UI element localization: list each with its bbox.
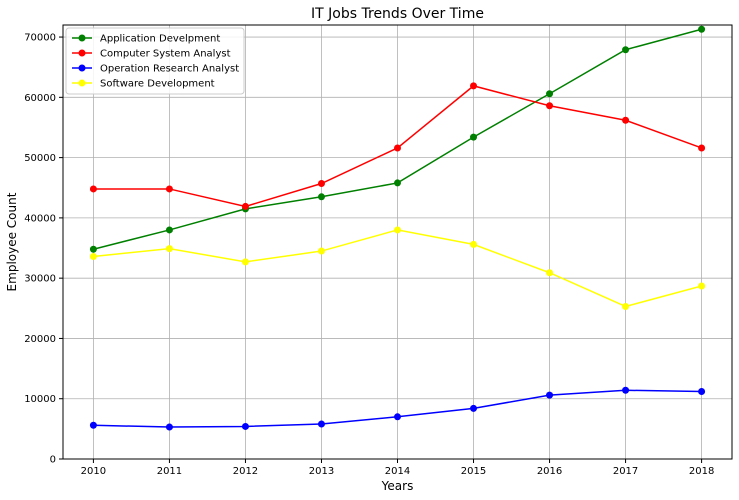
series-lines xyxy=(89,25,706,431)
data-point xyxy=(698,144,706,152)
series-1 xyxy=(89,82,706,210)
data-point xyxy=(470,82,478,90)
legend-swatch-marker xyxy=(78,64,86,72)
x-tick-label: 2013 xyxy=(309,466,334,477)
series-3 xyxy=(89,226,706,310)
y-tick-label: 10000 xyxy=(24,394,56,405)
data-point xyxy=(317,247,325,255)
legend-item: Operation Research Analyst xyxy=(72,64,239,75)
data-point xyxy=(89,252,97,260)
data-point xyxy=(165,423,173,431)
data-point xyxy=(698,387,706,395)
data-point xyxy=(165,226,173,234)
x-tick-label: 2012 xyxy=(233,466,258,477)
data-point xyxy=(317,180,325,188)
y-tick-label: 30000 xyxy=(24,274,56,285)
data-point xyxy=(546,269,554,277)
x-tick-label: 2015 xyxy=(461,466,486,477)
legend-swatch-marker xyxy=(78,34,86,42)
y-tick-label: 40000 xyxy=(24,213,56,224)
x-tick-label: 2018 xyxy=(689,466,714,477)
legend-label: Computer System Analyst xyxy=(100,49,231,60)
data-point xyxy=(89,185,97,193)
data-point xyxy=(89,245,97,253)
legend-box xyxy=(65,27,245,95)
y-tick-label: 60000 xyxy=(24,93,56,104)
legend-label: Application Develpment xyxy=(100,34,220,45)
data-point xyxy=(394,226,401,234)
x-tick-label: 2017 xyxy=(613,466,638,477)
x-tick-label: 2010 xyxy=(81,466,106,477)
data-point xyxy=(470,404,478,412)
legend-item: Application Develpment xyxy=(72,34,220,45)
data-point xyxy=(698,282,706,290)
data-point xyxy=(241,202,249,210)
legend-item: Software Development xyxy=(72,79,215,90)
data-point xyxy=(317,193,325,201)
axis-ticks: 2010 2011 2012 2013 2014 2015 2016 2017 2018 0 100… xyxy=(24,33,714,477)
data-point xyxy=(241,258,249,266)
x-tick-label: 2016 xyxy=(537,466,562,477)
data-point xyxy=(394,144,401,152)
data-point xyxy=(165,245,173,253)
y-tick-label: 0 xyxy=(50,455,56,466)
legend-label: Software Development xyxy=(100,79,215,90)
x-tick-label: 2011 xyxy=(157,466,182,477)
data-point xyxy=(698,25,706,33)
legend-label: Operation Research Analyst xyxy=(100,64,239,75)
series-2 xyxy=(89,386,706,431)
legend: Application Develpment Computer System An… xyxy=(65,27,245,95)
legend-swatch-marker xyxy=(78,49,86,57)
legend-item: Computer System Analyst xyxy=(72,49,231,60)
data-point xyxy=(470,240,478,248)
data-point xyxy=(546,102,554,110)
chart-title: IT Jobs Trends Over Time xyxy=(311,6,484,22)
data-point xyxy=(394,179,401,187)
data-point xyxy=(89,421,97,429)
data-point xyxy=(317,420,325,428)
data-point xyxy=(546,391,554,399)
data-point xyxy=(241,422,249,430)
data-point xyxy=(622,386,630,394)
y-tick-label: 20000 xyxy=(24,334,56,345)
y-tick-label: 50000 xyxy=(24,153,56,164)
x-tick-label: 2014 xyxy=(385,466,410,477)
data-point xyxy=(546,90,554,98)
data-point xyxy=(622,116,630,124)
data-point xyxy=(394,413,401,421)
data-point xyxy=(622,46,630,54)
y-axis-title: Employee Count xyxy=(5,192,19,291)
data-point xyxy=(165,185,173,193)
legend-swatch-marker xyxy=(78,79,86,87)
data-point xyxy=(470,133,478,141)
y-tick-label: 70000 xyxy=(24,33,56,44)
data-point xyxy=(622,302,630,310)
x-axis-title: Years xyxy=(381,479,414,493)
